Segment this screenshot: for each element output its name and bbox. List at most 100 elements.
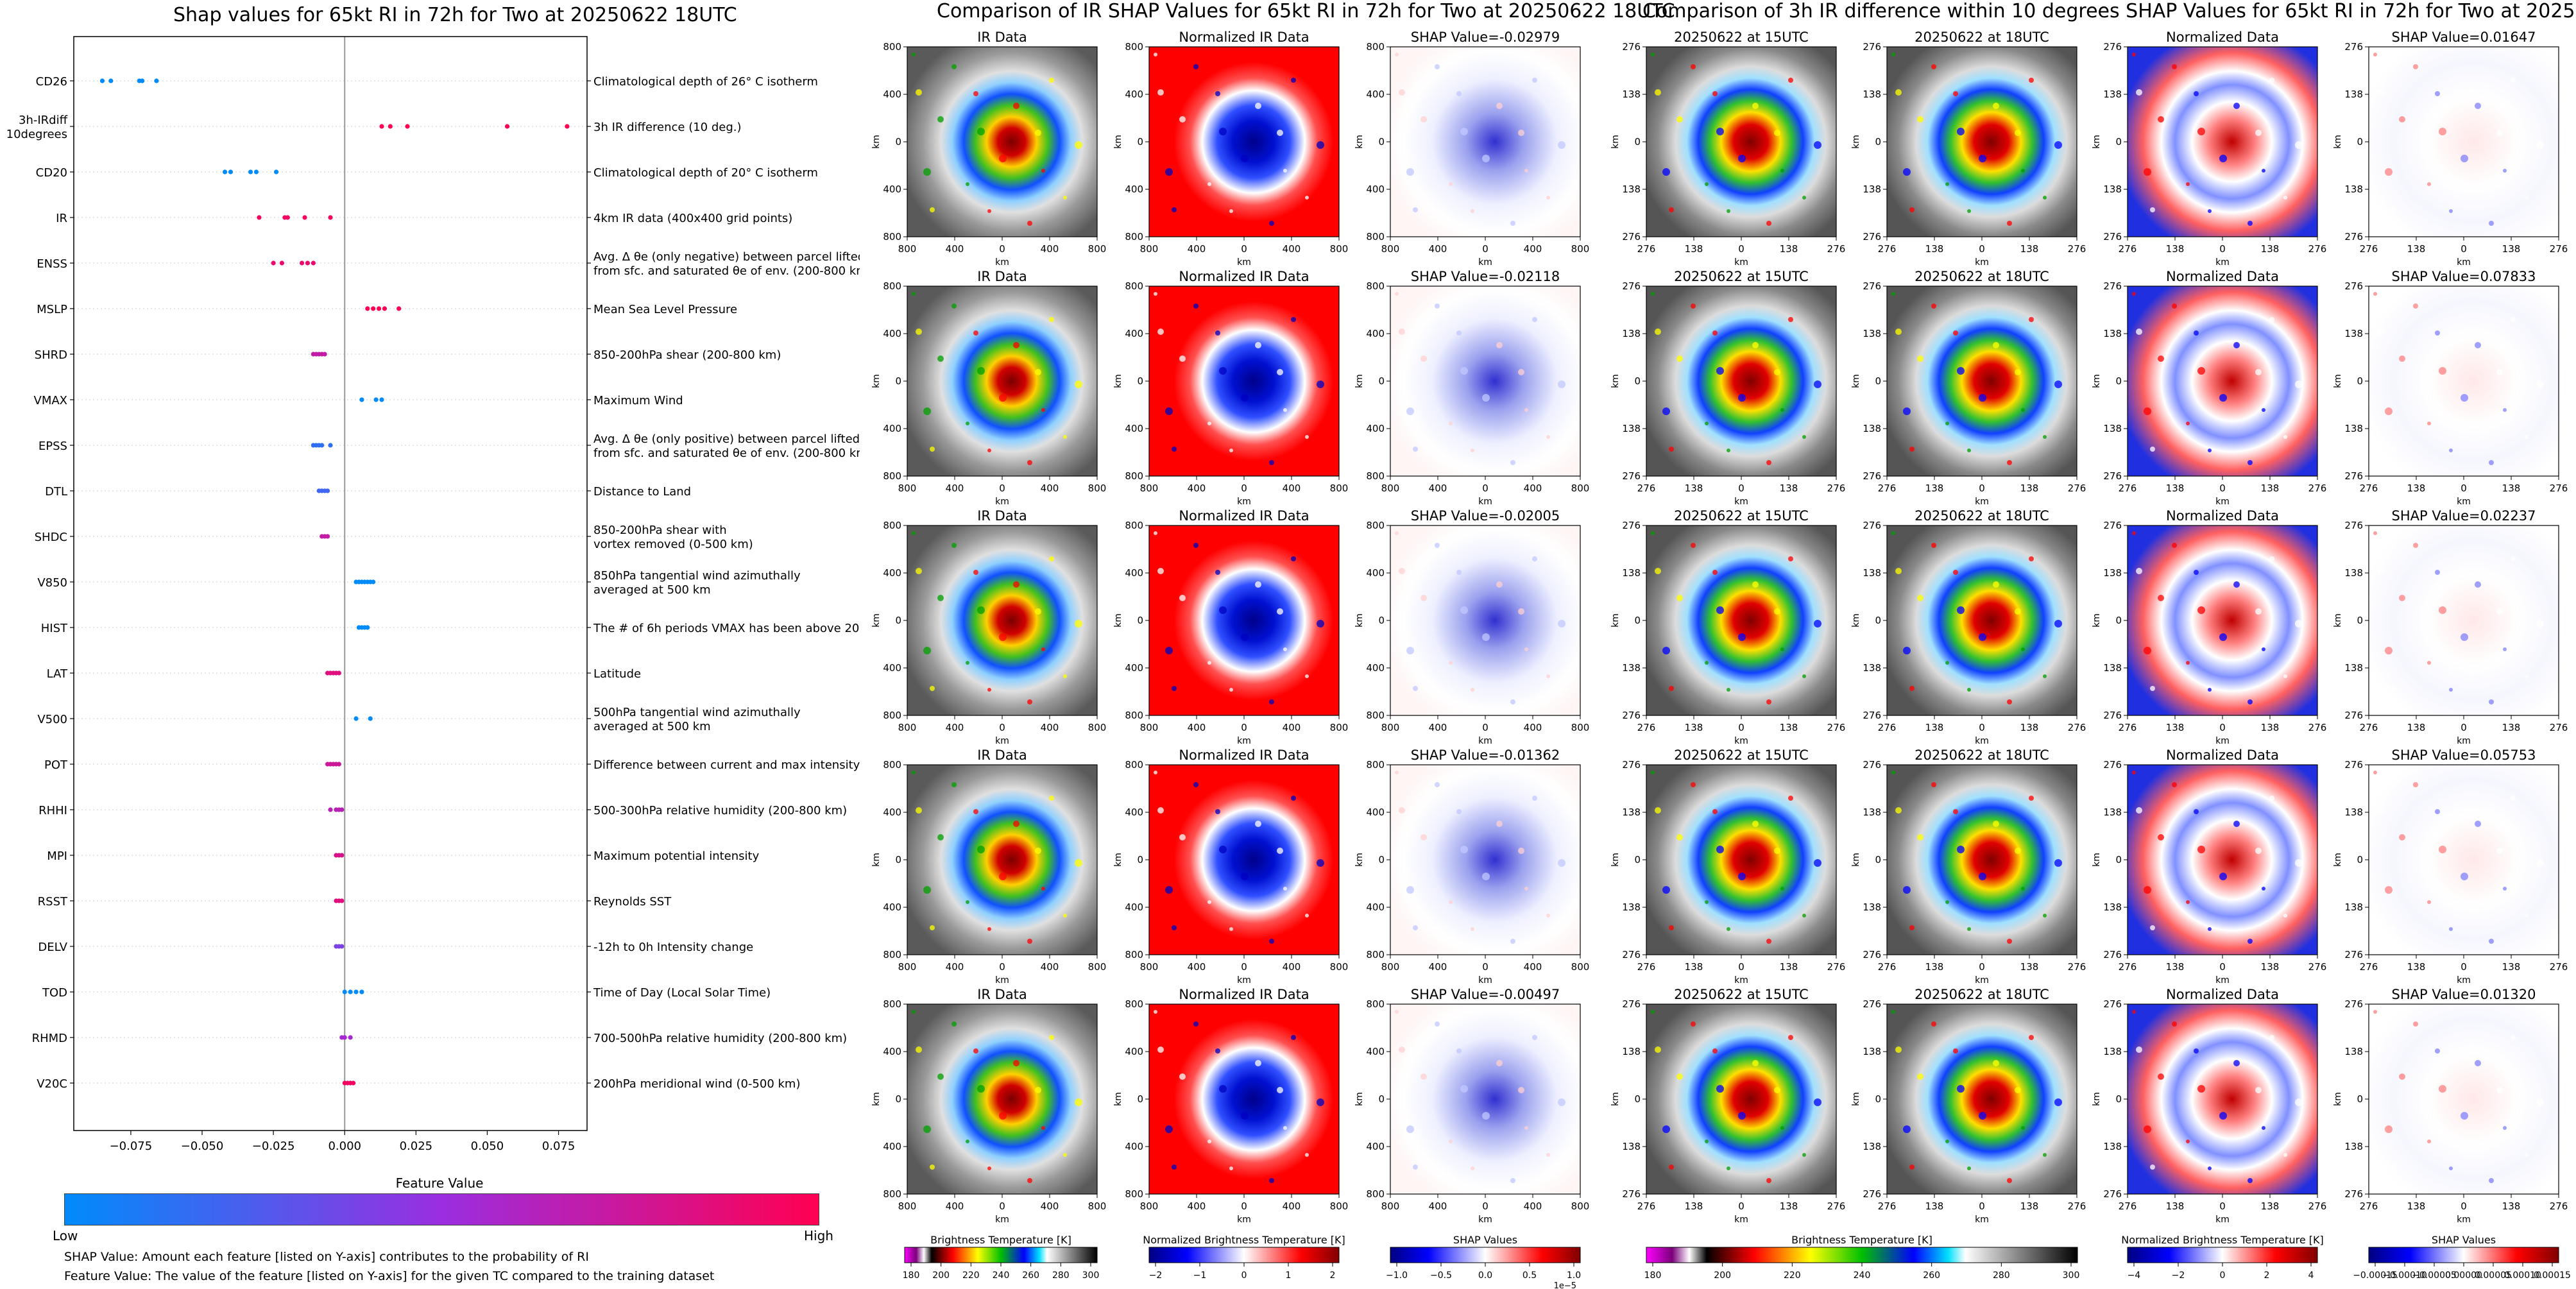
y-tick-label: 276 bbox=[2103, 949, 2122, 960]
image-feature bbox=[1662, 407, 1670, 415]
y-axis-label: km bbox=[871, 613, 882, 627]
y-tick-label: 800 bbox=[1125, 280, 1143, 292]
image-feature bbox=[987, 927, 991, 931]
image-feature bbox=[1510, 939, 1515, 944]
feature-name-label: 3h-IRdiff bbox=[19, 114, 68, 127]
y-axis-label: km bbox=[871, 374, 882, 388]
image-feature bbox=[2054, 620, 2062, 627]
image-feature bbox=[951, 1021, 957, 1027]
x-tick-label: 800 bbox=[1088, 722, 1107, 733]
feature-description-label: Mean Sea Level Pressure bbox=[593, 303, 737, 316]
y-tick-label: 800 bbox=[883, 231, 901, 243]
shap-point bbox=[359, 989, 364, 994]
feature-description-label: Maximum Wind bbox=[593, 394, 683, 407]
x-axis-label: km bbox=[1478, 1215, 1492, 1225]
x-tick-label: 400 bbox=[946, 961, 964, 973]
y-tick-label: 400 bbox=[883, 184, 901, 195]
image-area bbox=[2369, 286, 2559, 476]
image-feature bbox=[1524, 408, 1528, 412]
colorbar-tick-label: −1.0 bbox=[1386, 1270, 1408, 1281]
colorbar-bar bbox=[904, 1247, 1098, 1263]
colorbar-tick-label: 220 bbox=[1784, 1270, 1801, 1281]
colorbar-tick-label: 0.0 bbox=[1478, 1270, 1492, 1281]
subplot-title: 20250622 at 15UTC bbox=[1674, 987, 1809, 1002]
y-tick-label: 400 bbox=[1366, 184, 1385, 195]
colorbar-label: SHAP Values bbox=[2432, 1234, 2496, 1246]
x-tick-label: 0 bbox=[1979, 961, 1985, 973]
image-area bbox=[2369, 47, 2559, 237]
image-area bbox=[2128, 47, 2317, 237]
x-axis-label: km bbox=[1975, 497, 1989, 507]
x-tick-label: 276 bbox=[1878, 1200, 1897, 1212]
shap-value-note: SHAP Value: Amount each feature [listed … bbox=[64, 1250, 589, 1264]
image-feature bbox=[2007, 460, 2012, 465]
image-feature bbox=[1738, 873, 1746, 880]
image-feature bbox=[1752, 581, 1759, 588]
x-tick-label: 276 bbox=[1878, 243, 1897, 255]
x-tick-label: 800 bbox=[898, 722, 917, 733]
feature-description-label: from sfc. and saturated θe of env. (200-… bbox=[593, 264, 860, 278]
feature-description-label: 850hPa tangential wind azimuthally bbox=[593, 569, 801, 583]
image-feature bbox=[2021, 647, 2025, 651]
image-feature bbox=[2413, 64, 2418, 69]
colorbar-tick-label: 240 bbox=[1854, 1270, 1871, 1281]
y-axis-label: km bbox=[1354, 1092, 1365, 1106]
y-tick-label: 138 bbox=[2344, 807, 2363, 818]
image-feature bbox=[1013, 342, 1019, 348]
image-feature bbox=[1456, 91, 1462, 96]
y-tick-label: 0 bbox=[1378, 1093, 1385, 1105]
image-feature bbox=[2536, 380, 2544, 388]
y-tick-label: 400 bbox=[883, 89, 901, 100]
x-tick-label: 0 bbox=[2219, 1200, 2226, 1212]
y-tick-label: 276 bbox=[1863, 520, 1881, 531]
y-tick-label: 276 bbox=[1863, 759, 1881, 771]
image-feature bbox=[1931, 303, 1936, 309]
image-feature bbox=[1460, 1085, 1468, 1093]
image-feature bbox=[2269, 556, 2274, 561]
image-feature bbox=[2295, 141, 2303, 149]
y-tick-label: 138 bbox=[2103, 1046, 2122, 1057]
y-tick-label: 0 bbox=[1137, 375, 1143, 387]
x-tick-label: 800 bbox=[1088, 243, 1107, 255]
image-feature bbox=[2248, 1178, 2253, 1183]
image-feature bbox=[1027, 699, 1032, 704]
image-feature bbox=[1752, 342, 1759, 348]
feature-name-label: IR bbox=[56, 212, 67, 225]
y-tick-label: 276 bbox=[2103, 1188, 2122, 1200]
x-tick-label: 400 bbox=[946, 722, 964, 733]
y-tick-label: 276 bbox=[2103, 470, 2122, 482]
feature-description-label: 200hPa meridional wind (0-500 km) bbox=[593, 1077, 800, 1091]
diff-shap-panel: SHAP Value=0.078332762761381380013813827… bbox=[2333, 269, 2568, 507]
image-feature bbox=[1967, 1166, 1971, 1170]
x-tick-label: 138 bbox=[1925, 722, 1944, 733]
x-tick-label: 400 bbox=[1524, 482, 1542, 494]
image-feature bbox=[1510, 460, 1515, 465]
y-tick-label: 0 bbox=[2357, 615, 2363, 626]
shap-point bbox=[336, 762, 341, 767]
subplot-title: 20250622 at 15UTC bbox=[1674, 30, 1809, 45]
x-tick-label: 276 bbox=[2550, 961, 2568, 973]
x-tick-label: 0 bbox=[2461, 1200, 2467, 1212]
y-tick-label: 0 bbox=[1634, 375, 1641, 387]
image-feature bbox=[912, 1010, 916, 1014]
subplot-title: 20250622 at 18UTC bbox=[1915, 508, 2049, 524]
image-feature bbox=[1406, 886, 1414, 894]
image-feature bbox=[2295, 859, 2303, 867]
y-tick-label: 400 bbox=[1125, 662, 1143, 674]
image-feature bbox=[2475, 342, 2481, 348]
image-feature bbox=[2186, 661, 2190, 665]
image-feature bbox=[1063, 674, 1067, 678]
feature-description-label: 850-200hPa shear (200-800 km) bbox=[593, 348, 781, 362]
image-feature bbox=[1456, 809, 1462, 814]
image-feature bbox=[2150, 207, 2155, 212]
image-feature bbox=[1049, 1035, 1054, 1040]
image-feature bbox=[2295, 1098, 2303, 1106]
feature-name-label: RHHI bbox=[38, 804, 67, 817]
image-feature bbox=[977, 606, 985, 614]
diff-shap-panel: SHAP Value=0.016472762761381380013813827… bbox=[2333, 30, 2568, 268]
x-tick-label: 276 bbox=[2308, 243, 2327, 255]
image-feature bbox=[2197, 846, 2205, 853]
x-tick-label: 0 bbox=[2461, 482, 2467, 494]
feature-description-label: Time of Day (Local Solar Time) bbox=[593, 986, 771, 1000]
